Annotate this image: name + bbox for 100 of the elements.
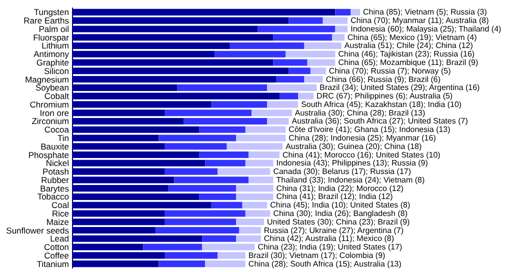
data-label: Australia (30); China (28); Brazil (13) — [294, 108, 426, 118]
y-tick-label: Barytes — [40, 183, 69, 194]
bar — [267, 101, 298, 108]
data-label: China (28); Indonesia (25); Myanmar (16) — [288, 134, 436, 142]
bar — [332, 34, 345, 41]
y-tick-label: Coffee — [44, 250, 70, 260]
y-tick-label: Cocoa — [44, 124, 70, 135]
bar — [72, 84, 178, 91]
bar — [236, 193, 274, 200]
y-tick-label: Tobacco — [37, 192, 70, 202]
data-label: China (28); South Africa (15); Australia (13) — [248, 259, 402, 268]
y-tick-label: Rubber — [41, 174, 70, 185]
data-label: DRC (67); Philippines (6); Australia (5) — [316, 92, 453, 101]
bar — [72, 118, 184, 124]
y-tick-label: Tungsten — [34, 7, 70, 18]
bar — [252, 110, 292, 116]
y-tick-label: Titanium — [36, 258, 69, 269]
y-tick-label: Rare Earths — [24, 16, 69, 26]
y-tick-label: Palm oil — [38, 24, 70, 34]
data-label: China (70); Russia (7); Norway (5) — [328, 66, 452, 76]
bar — [72, 193, 199, 200]
y-tick-label: Fluorspar — [33, 32, 70, 42]
data-label: Brazil (30); Vietnam (17); Colombia (9) — [248, 250, 386, 260]
bar — [279, 92, 298, 100]
bar — [164, 110, 252, 116]
data-label: China (45); India (10); United States (8) — [270, 200, 410, 210]
bar — [239, 226, 261, 234]
y-tick-label: Lead — [50, 234, 70, 244]
y-tick-label: Nickel — [46, 158, 70, 168]
bar — [202, 235, 236, 242]
data-label: China (85); Vietnam (5); Russia (3) — [363, 8, 488, 17]
bar — [72, 76, 276, 83]
y-tick-label: Cobalt — [44, 91, 70, 102]
data-label: China (23); India (19); United States (17) — [258, 242, 403, 252]
bar — [72, 160, 206, 166]
bar — [72, 226, 156, 234]
bar — [156, 226, 240, 234]
bar — [205, 160, 246, 166]
data-label: China (65); Mexico (19); Vietnam (4) — [348, 32, 478, 42]
data-label: Australia (36); South Africa (27); United States (7) — [292, 116, 468, 126]
data-label: China (70); Myanmar (11); Australia (8) — [350, 16, 490, 26]
bar — [72, 110, 165, 116]
data-label: China (41); Morocco (16); United States (10) — [282, 150, 441, 160]
y-tick-label: Graphite — [36, 58, 70, 68]
bar — [211, 101, 268, 108]
y-tick-label: Maize — [46, 216, 70, 227]
bar — [72, 8, 336, 16]
bar — [267, 84, 317, 91]
data-label: South Africa (45); Kazakhstan (18); India (10) — [301, 100, 462, 109]
bar — [267, 118, 289, 124]
data-label: Canada (30); Belarus (17); Russia (17) — [273, 167, 412, 176]
y-tick-label: Rice — [52, 208, 70, 218]
data-label: China (66); Russia (9); Brazil (6) — [326, 74, 441, 84]
data-label: China (65); Mozambique (11); Brazil (9) — [338, 58, 478, 68]
data-label: Australia (30); Guinea (20); China (18) — [286, 142, 422, 151]
bar — [350, 8, 360, 16]
y-tick-label: Zirconium — [32, 116, 69, 126]
bar — [72, 152, 199, 158]
y-tick-label: Cotton — [44, 242, 70, 252]
bar — [230, 42, 304, 50]
bar — [298, 92, 314, 100]
bar — [198, 193, 236, 200]
bar — [72, 235, 202, 242]
bar — [72, 42, 230, 50]
bar — [245, 160, 274, 166]
bar — [236, 235, 261, 242]
bar — [72, 34, 274, 41]
data-label: China (42); Australia (11); Mexico (8) — [264, 234, 394, 244]
bar — [183, 118, 268, 124]
y-tick-label: Magnesium — [25, 74, 69, 84]
data-label: China (31); India (22); Morocco (12) — [276, 184, 404, 193]
y-tick-label: Phosphate — [28, 150, 70, 160]
y-tick-label: Iron ore — [40, 108, 70, 118]
data-label: Thailand (33); Indonesia (24); Vietnam (8) — [276, 175, 425, 184]
bar — [72, 185, 168, 192]
data-label: Côte d'Ivoire (41); Ghana (15); Indonesia (13) — [288, 125, 451, 134]
data-label: China (41); Brazil (12); India (12) — [276, 192, 394, 202]
data-label: China (30); India (26); Bangladesh (8) — [273, 208, 408, 218]
y-tick-label: Bauxite — [40, 141, 70, 152]
data-label: United States (30); China (23); Brazil (9) — [267, 217, 410, 226]
y-tick-label: Silicon — [44, 66, 70, 76]
bar — [198, 152, 249, 158]
y-tick-label: Chromium — [30, 99, 69, 110]
y-tick-label: Antimony — [34, 49, 70, 60]
bar — [276, 76, 304, 83]
bar — [236, 185, 274, 192]
data-label: Indonesia (43); Philippines (13); Russia (9) — [276, 158, 428, 168]
data-label: Australia (51); Chile (24); China (12) — [344, 41, 474, 50]
y-tick-label: Sunflower seeds — [6, 225, 69, 236]
data-label: Indonesia (60); Malaysia (25); Thailand (4) — [350, 24, 502, 34]
bar — [205, 260, 246, 268]
bar — [248, 152, 280, 158]
bar — [177, 84, 268, 91]
bar — [72, 260, 159, 268]
bar — [168, 185, 236, 192]
y-tick-label: Tin — [58, 133, 70, 143]
y-tick-label: Potash — [42, 166, 70, 177]
data-label: China (46); Tajikistan (23); Russia (16) — [338, 50, 475, 59]
bar — [273, 34, 332, 41]
y-tick-label: Lithium — [42, 40, 69, 51]
